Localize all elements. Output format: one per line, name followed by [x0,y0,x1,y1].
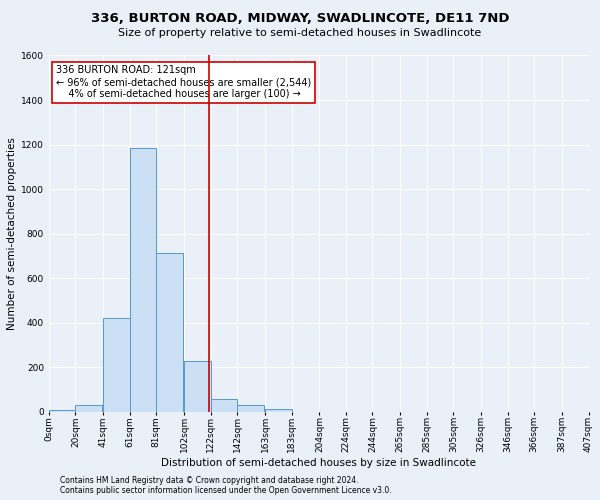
Bar [49,410,76,412]
Text: Contains HM Land Registry data © Crown copyright and database right 2024.: Contains HM Land Registry data © Crown c… [60,476,359,485]
Bar [157,252,183,412]
Bar [130,148,157,412]
Bar [103,318,130,412]
Bar [237,406,264,412]
Bar [76,406,102,412]
Text: Contains public sector information licensed under the Open Government Licence v3: Contains public sector information licen… [60,486,392,495]
Bar [265,408,292,412]
Text: 336 BURTON ROAD: 121sqm
← 96% of semi-detached houses are smaller (2,544)
    4%: 336 BURTON ROAD: 121sqm ← 96% of semi-de… [56,66,311,98]
Bar [211,398,237,412]
Text: 336, BURTON ROAD, MIDWAY, SWADLINCOTE, DE11 7ND: 336, BURTON ROAD, MIDWAY, SWADLINCOTE, D… [91,12,509,26]
Text: Size of property relative to semi-detached houses in Swadlincote: Size of property relative to semi-detach… [118,28,482,38]
X-axis label: Distribution of semi-detached houses by size in Swadlincote: Distribution of semi-detached houses by … [161,458,476,468]
Bar [184,360,211,412]
Y-axis label: Number of semi-detached properties: Number of semi-detached properties [7,138,17,330]
